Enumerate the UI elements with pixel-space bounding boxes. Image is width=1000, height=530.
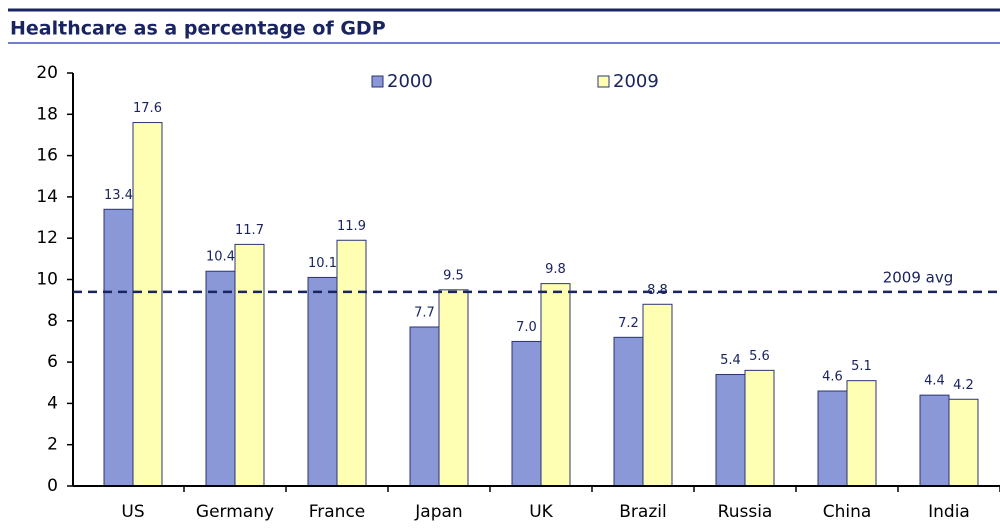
x-tick-label: France xyxy=(309,502,366,522)
value-label: 4.6 xyxy=(822,370,843,385)
bar xyxy=(336,239,367,487)
value-label: 8.8 xyxy=(647,283,668,298)
legend-swatch xyxy=(597,75,610,88)
value-label: 9.8 xyxy=(545,262,566,277)
x-tick-label: UK xyxy=(529,502,553,522)
value-label: 10.1 xyxy=(308,256,337,271)
bar xyxy=(744,369,775,487)
value-label: 17.6 xyxy=(133,101,162,116)
bar xyxy=(817,390,848,487)
value-label: 4.4 xyxy=(924,374,945,389)
y-tick-label: 12 xyxy=(36,228,58,248)
bar xyxy=(409,326,440,487)
value-label: 9.5 xyxy=(443,268,464,283)
legend-label: 2000 xyxy=(387,71,433,92)
y-tick-label: 6 xyxy=(47,352,58,372)
y-tick-label: 2 xyxy=(47,435,58,455)
annotation: 2009 avg xyxy=(883,268,954,286)
value-label: 10.4 xyxy=(206,250,235,265)
value-label: 11.9 xyxy=(337,219,366,234)
bar xyxy=(540,283,571,487)
value-label: 5.4 xyxy=(720,353,741,368)
x-tick-label: China xyxy=(823,502,872,522)
x-tick-label: US xyxy=(121,502,144,522)
x-tick-label: Japan xyxy=(414,502,462,522)
y-tick-label: 16 xyxy=(36,146,58,166)
x-tick-label: Germany xyxy=(196,502,274,522)
y-tick-label: 8 xyxy=(47,311,58,331)
value-label: 13.4 xyxy=(104,188,133,203)
bar xyxy=(919,394,950,487)
bar xyxy=(234,243,265,487)
chart-title: Healthcare as a percentage of GDP xyxy=(10,18,386,40)
bar xyxy=(205,270,236,487)
legend-label: 2009 xyxy=(613,71,659,92)
bar xyxy=(948,398,979,487)
bar xyxy=(642,303,673,487)
value-label: 4.2 xyxy=(953,378,974,393)
value-label: 7.7 xyxy=(414,305,435,320)
y-tick-label: 4 xyxy=(47,393,58,413)
value-label: 5.6 xyxy=(749,349,770,364)
value-label: 7.0 xyxy=(516,320,537,335)
bar xyxy=(132,122,163,487)
y-tick-label: 14 xyxy=(36,187,58,207)
x-tick-label: Russia xyxy=(718,502,773,522)
value-label: 7.2 xyxy=(618,316,639,331)
y-tick-label: 10 xyxy=(36,270,58,290)
bar xyxy=(438,289,469,487)
value-label: 11.7 xyxy=(235,223,264,238)
bar xyxy=(103,208,134,487)
x-tick-label: India xyxy=(928,502,970,522)
x-tick-label: Brazil xyxy=(619,502,666,522)
y-tick-label: 18 xyxy=(36,104,58,124)
bar xyxy=(511,340,542,487)
legend-swatch xyxy=(371,75,384,88)
bar xyxy=(715,373,746,487)
value-label: 5.1 xyxy=(851,359,872,374)
bar xyxy=(846,380,877,487)
bar xyxy=(307,276,338,487)
y-tick-label: 20 xyxy=(36,63,58,83)
bar xyxy=(613,336,644,487)
y-tick-label: 0 xyxy=(47,476,58,496)
